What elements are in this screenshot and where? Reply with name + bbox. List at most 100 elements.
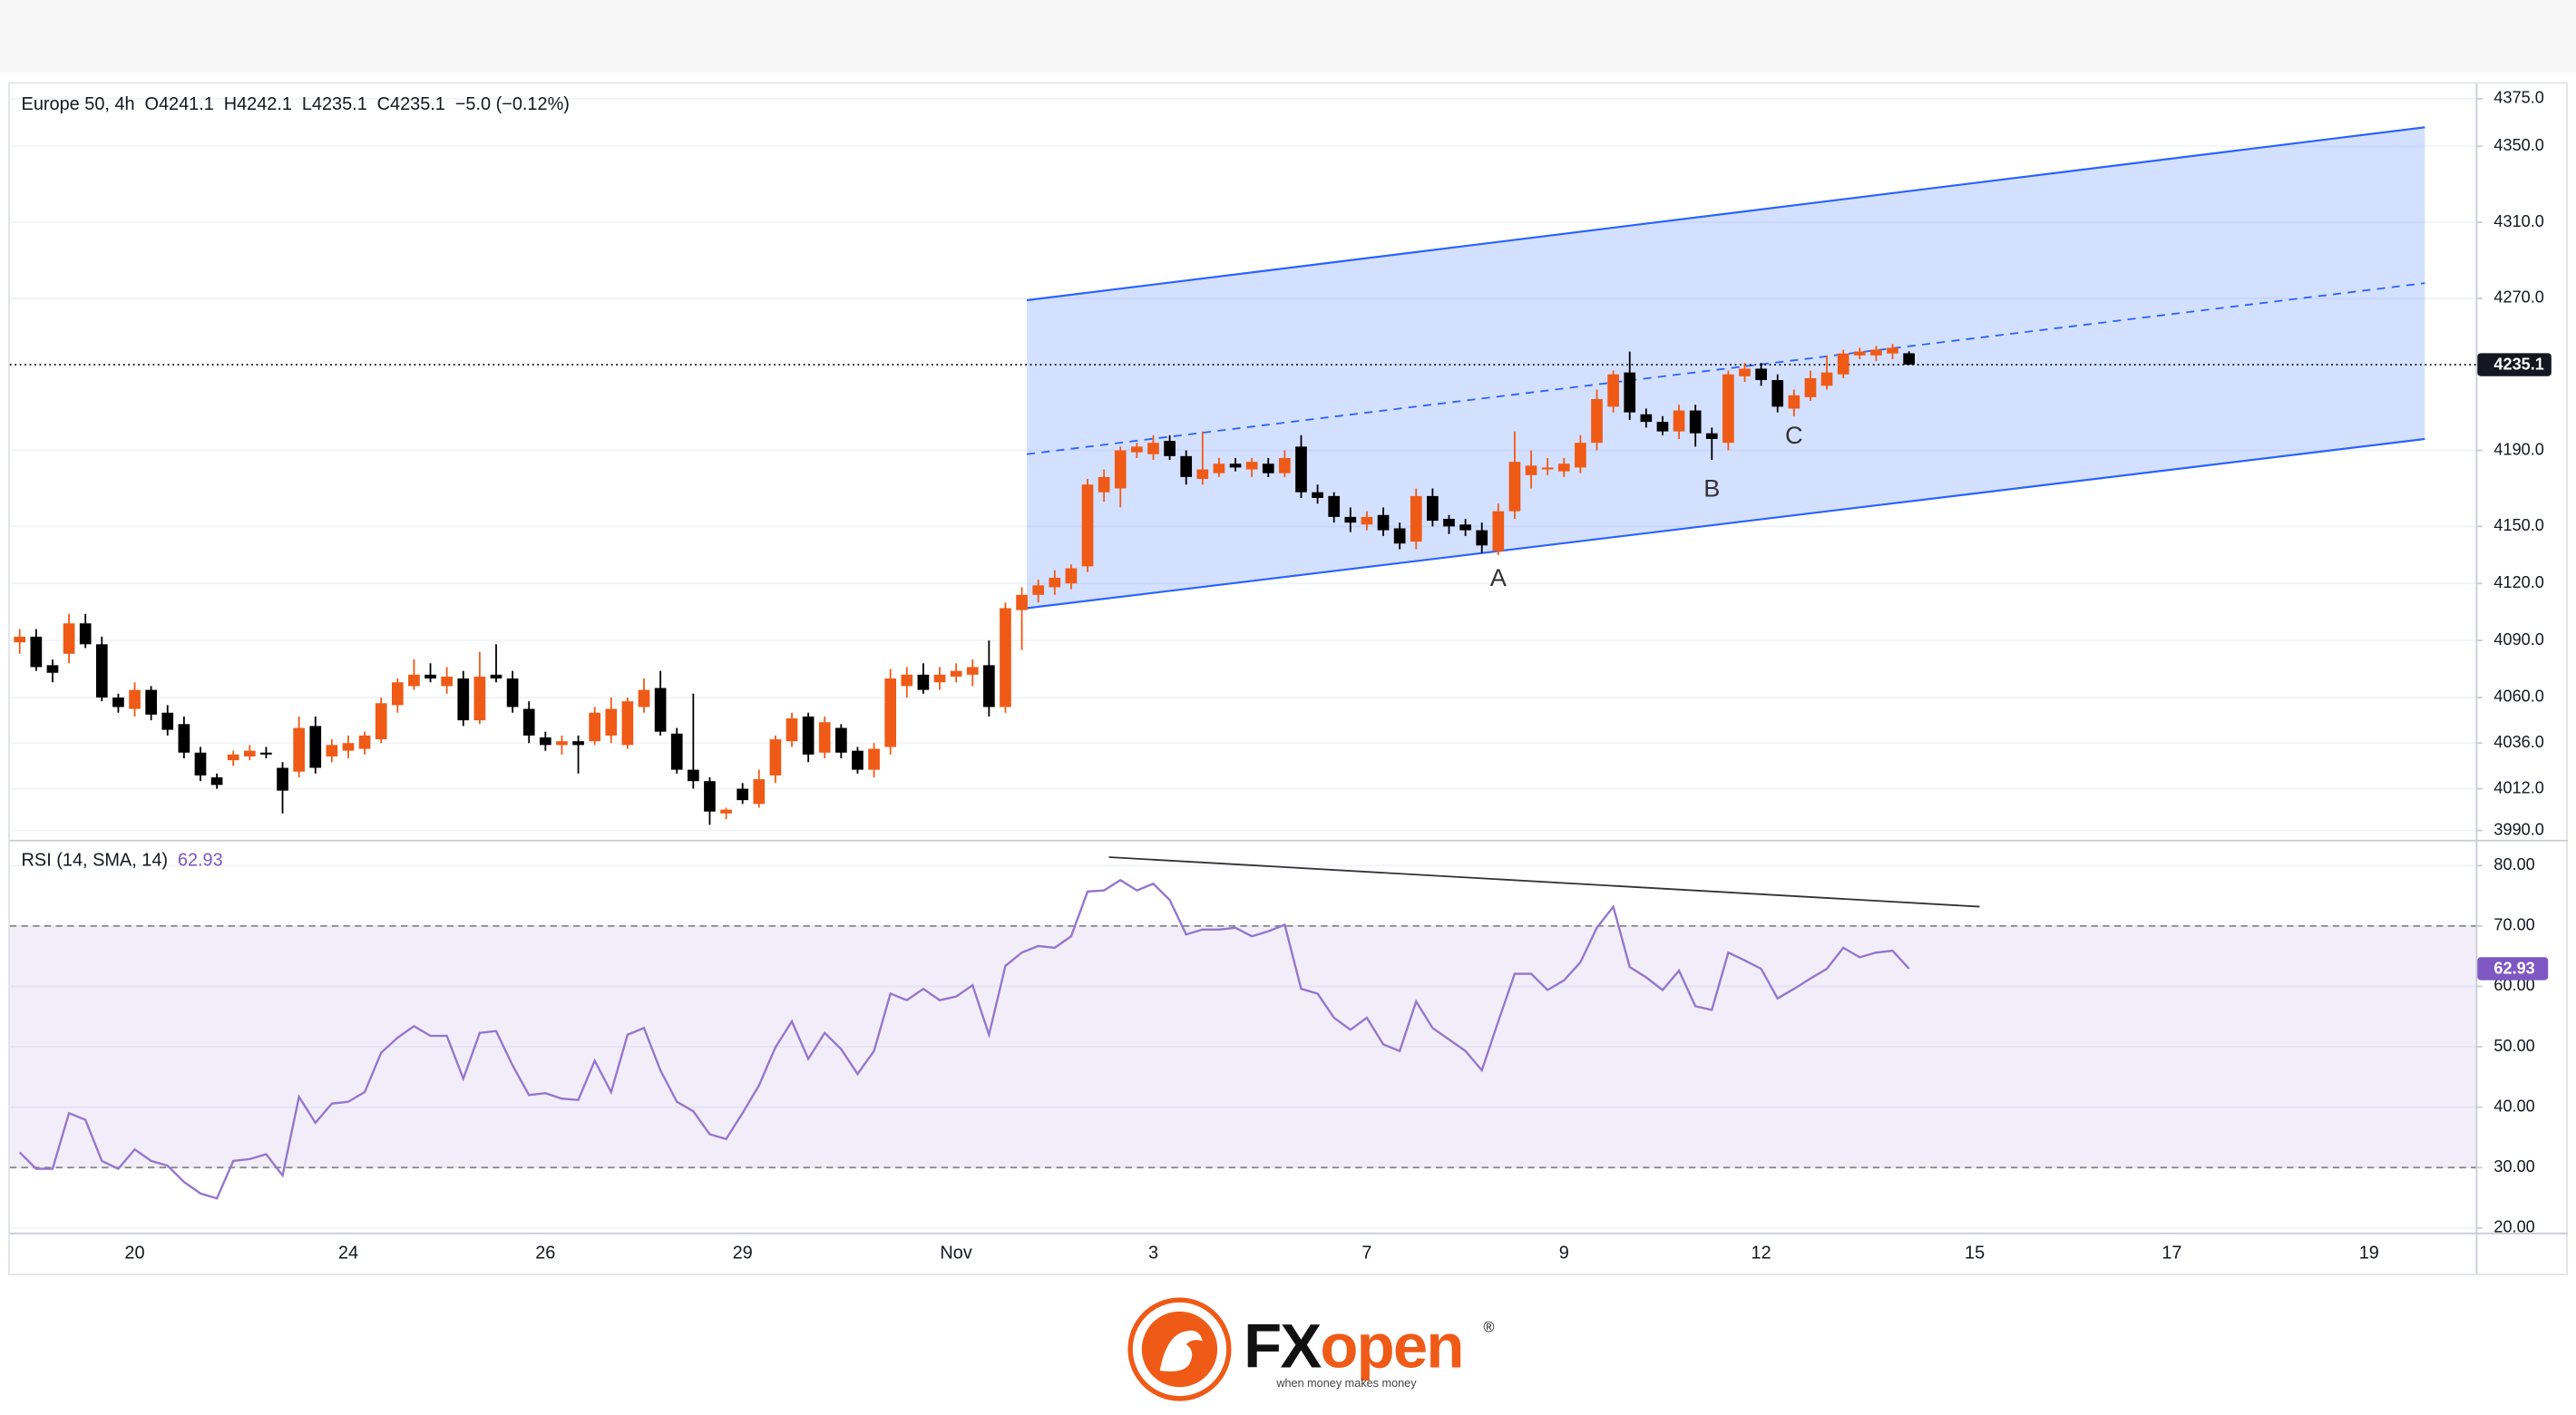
candle-body [1804,377,1817,397]
x-tick-label: 29 [733,1244,753,1264]
candle-body [670,733,683,770]
ohlc-high: H4242.1 [224,94,292,114]
candle-body [1476,530,1488,546]
y-tick-label: 4270.0 [2493,288,2543,307]
candle-body [1279,457,1291,473]
candle-body [1870,349,1882,356]
x-tick-label: 24 [338,1244,358,1264]
y-tick-label: 80.00 [2493,855,2534,873]
candle-body [260,752,272,755]
candle-body [556,741,568,746]
candle-body [506,678,519,708]
rsi-band-fill [9,925,2476,1168]
rsi-last-box [2477,957,2549,981]
candle-body [1739,368,1751,376]
x-tick-label: 20 [124,1244,144,1264]
candle-body [1410,495,1422,542]
candle-body [1049,577,1061,588]
y-tick-label: 4012.0 [2493,778,2543,796]
y-tick-label: 50.00 [2493,1037,2534,1055]
candle-body [243,750,256,756]
candle-body [1443,518,1455,527]
brand-name: FXopen [1244,1312,1462,1381]
candle-body [358,735,371,749]
candle-body [1016,594,1028,610]
candle-body [1098,476,1110,493]
candle-body [1328,495,1341,517]
candle-body [1525,465,1537,475]
x-tick-label: 7 [1361,1244,1371,1264]
candle-body [917,674,930,690]
candle-body [1607,374,1619,407]
y-tick-label: 4150.0 [2493,516,2543,534]
ohlc-close: C4235.1 [377,94,445,114]
candle-body [46,665,59,673]
candle-body [1147,443,1159,454]
y-tick-label: 4090.0 [2493,630,2543,649]
ohlc-change: −5.0 (−0.12%) [455,94,570,114]
candle-body [769,739,782,776]
candle-body [1820,372,1833,386]
candle-body [1393,528,1406,544]
candle-body [901,674,913,687]
candle-body [1624,372,1636,413]
candle-body [1689,410,1702,434]
candle-body [1180,455,1193,477]
candle-body [720,809,732,814]
candle-body [1262,464,1274,473]
candle-body [1492,511,1505,551]
candle-body [391,682,404,706]
candle-body [1213,464,1225,473]
candle-body [1114,450,1127,489]
candle-body [1032,585,1045,595]
marks-layer: A B C [14,344,1980,1200]
wave-label: A [1490,563,1508,591]
candle-body [293,727,305,772]
candle-body [605,708,618,736]
brand-registered: ® [1484,1319,1495,1335]
x-tick-label: 15 [1965,1244,1985,1264]
x-tick-label: Nov [940,1244,971,1264]
wave-label: C [1785,421,1803,449]
candle-body [1295,446,1307,493]
candle-body [63,623,75,654]
candle-body [14,636,26,643]
candle-body [1656,422,1669,432]
ohlc-low: L4235.1 [302,94,367,114]
rsi-line [18,878,1910,1200]
y-tick-label: 30.00 [2493,1157,2534,1176]
candle-body [1312,492,1323,498]
y-tick-label: 4310.0 [2493,212,2543,230]
rsi-title: RSI (14, SMA, 14) [22,851,168,871]
wave-label: B [1703,474,1720,503]
candle-body [309,726,322,768]
channel-median [1026,282,2425,455]
candle-body [326,745,338,756]
candle-body [1771,380,1784,407]
candle-body [1557,464,1570,472]
y-tick-label: 4120.0 [2493,573,2543,591]
candle-body [1722,374,1734,444]
candle-body [1131,446,1143,453]
y-tick-label: 60.00 [2493,976,2534,994]
candle-body [1196,469,1209,479]
candle-body [1853,351,1866,356]
candle-body [654,688,667,732]
ohlc-open: O4241.1 [144,94,213,114]
candle-body [473,676,486,721]
candle-body [457,678,470,721]
candle-body [95,644,108,698]
x-tick-label: 26 [535,1244,555,1264]
candle-body [30,636,43,668]
x-tick-label: 12 [1751,1244,1771,1264]
candle-body [408,674,420,687]
candle-body [589,712,601,742]
rsi-trendline [1108,856,1980,908]
candle-body [79,623,92,645]
last-price-box [2477,353,2552,376]
grid-layer [9,97,2476,1229]
candle-body [1245,462,1258,470]
candle-body [441,676,453,687]
